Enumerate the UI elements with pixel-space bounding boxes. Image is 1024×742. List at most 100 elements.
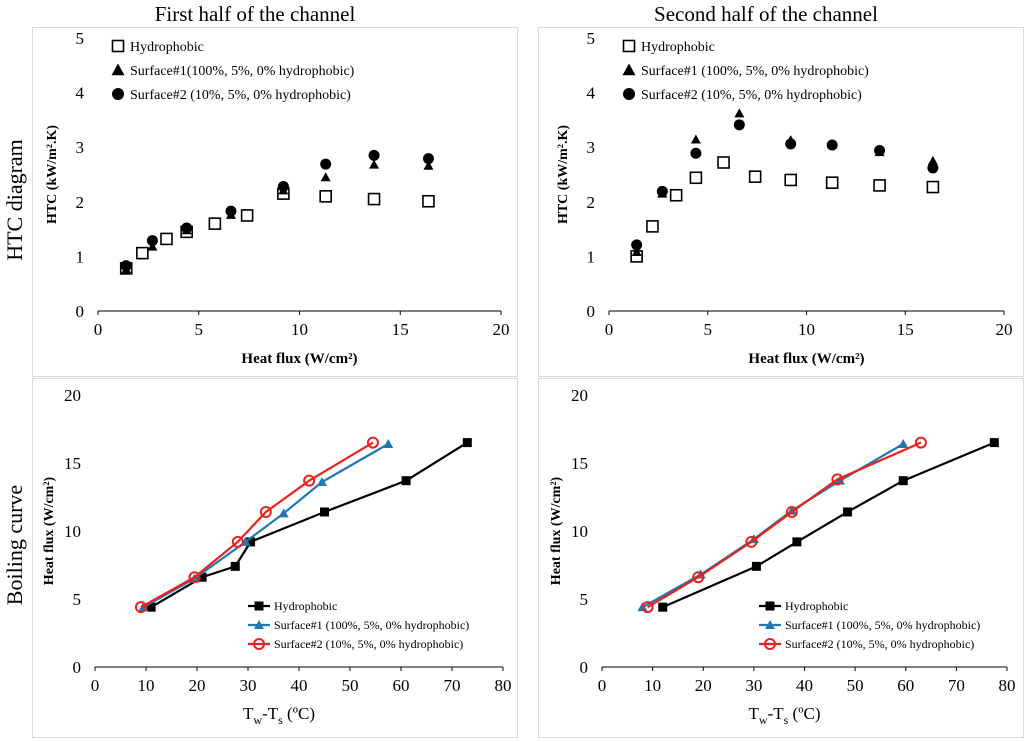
data-point (259, 505, 272, 518)
data-point (316, 477, 327, 487)
y-tick-label: 0 (73, 658, 82, 677)
y-tick-label: 3 (76, 138, 85, 157)
legend-label: Hydrophobic (274, 599, 337, 613)
series-2 (120, 149, 434, 272)
data-point (873, 179, 886, 192)
data-point (181, 222, 193, 234)
x-tick-label: 20 (695, 676, 712, 695)
data-point (914, 436, 927, 449)
y-tick-label: 10 (571, 522, 588, 541)
x-axis-title: Tw-Ts (ºC) (749, 704, 821, 727)
legend-marker (253, 638, 265, 650)
legend-label: Surface#2 (10%, 5%, 0% hydrophobic) (641, 88, 862, 103)
legend-label: Hydrophobic (130, 40, 204, 55)
legend-marker (112, 88, 124, 100)
data-point (843, 507, 853, 517)
data-point (368, 149, 380, 161)
y-tick-label: 2 (587, 193, 596, 212)
x-tick-label: 10 (798, 320, 815, 339)
y-tick-label: 2 (76, 193, 85, 212)
x-tick-label: 70 (948, 676, 965, 695)
legend-marker (765, 601, 775, 611)
data-point (147, 241, 158, 251)
data-point (401, 476, 411, 486)
series-1 (138, 438, 394, 612)
panel-boiling-second-half: 0 10 20 30 40 50 60 70 80 0 5 10 15 20 Tw-Ts (ºC) Heat … (538, 378, 1024, 738)
x-tick-label: 5 (195, 320, 204, 339)
data-point (320, 172, 331, 182)
x-axis-title: Heat flux (W/cm²) (241, 351, 357, 367)
data-point (240, 209, 254, 222)
legend-label: Hydrophobic (785, 599, 848, 613)
series-line (142, 443, 389, 609)
y-tick-label: 15 (64, 454, 81, 473)
x-tick-label: 0 (598, 676, 607, 695)
data-point (690, 147, 702, 159)
panel-htc-second-half: 0 5 10 15 20 0 1 2 3 4 5 Heat flux (W/cm²) HTC (kW/m… (538, 27, 1024, 377)
data-point (926, 180, 940, 194)
legend-item: Surface#2 (10%, 5%, 0% hydrophobic) (112, 88, 351, 103)
data-point (734, 108, 745, 118)
data-point (134, 601, 147, 614)
x-tick-label: 20 (493, 320, 510, 339)
series-1 (121, 159, 434, 274)
data-point (785, 138, 797, 150)
legend-label: Hydrophobic (641, 40, 715, 55)
data-point (422, 153, 434, 165)
series-2 (631, 119, 939, 251)
data-point (751, 561, 761, 571)
y-tick-label: 0 (580, 658, 589, 677)
legend-item: Surface#1(100%, 5%, 0% hydrophobic) (111, 63, 355, 79)
legend-label: Surface#1 (100%, 5%, 0% hydrophobic) (274, 618, 469, 632)
x-tick-label: 0 (94, 320, 103, 339)
data-point (246, 537, 256, 547)
data-point (831, 473, 844, 486)
data-point (197, 572, 207, 582)
column-title-second-half: Second half of the channel (654, 2, 878, 26)
data-point (369, 159, 380, 169)
data-point (689, 171, 703, 185)
x-tick-label: 80 (999, 676, 1016, 695)
x-axis-title: Tw-Ts (ºC) (243, 704, 315, 727)
data-point (120, 260, 132, 272)
x-tick-label: 60 (393, 676, 410, 695)
data-point (717, 156, 730, 169)
row-title-htc-diagram: HTC diagram (2, 139, 27, 261)
legend-item: Surface#1 (100%, 5%, 0% hydrophobic) (248, 618, 469, 632)
x-tick-label: 40 (291, 676, 308, 695)
data-point (785, 505, 798, 518)
data-point (898, 438, 909, 448)
legend-item: Hydrophobic (622, 39, 715, 55)
data-point (278, 508, 289, 518)
legend-marker (622, 63, 636, 76)
legend-marker (111, 39, 125, 53)
x-tick-label: 50 (847, 676, 864, 695)
legend-marker (623, 88, 635, 100)
y-tick-label: 5 (587, 29, 596, 48)
series-2 (641, 436, 927, 614)
legend-item: Surface#2 (10%, 5%, 0% hydrophobic) (248, 637, 463, 651)
legend-item: Surface#1 (100%, 5%, 0% hydrophobic) (759, 618, 980, 632)
x-tick-label: 20 (189, 676, 206, 695)
data-point (462, 438, 472, 448)
y-tick-label: 20 (64, 386, 81, 405)
x-tick-label: 30 (745, 676, 762, 695)
data-point (826, 139, 838, 151)
panel-htc-first-half: 0 5 10 15 20 0 1 2 3 4 5 Heat flux (W/cm²) HTC (kW/m… (32, 27, 518, 377)
data-point (230, 561, 240, 571)
data-point (874, 144, 886, 156)
legend-label: Surface#1 (100%, 5%, 0% hydrophobic) (641, 64, 869, 79)
data-point (989, 438, 999, 448)
data-point (784, 173, 797, 187)
data-point (277, 181, 289, 193)
x-tick-label: 5 (704, 320, 713, 339)
data-point (631, 247, 642, 257)
y-tick-label: 15 (571, 454, 588, 473)
series-0 (630, 156, 940, 263)
data-point (927, 155, 938, 165)
x-tick-label: 70 (444, 676, 461, 695)
y-tick-label: 0 (76, 302, 85, 321)
data-point (320, 507, 329, 517)
series-2 (134, 436, 379, 614)
x-tick-label: 40 (796, 676, 813, 695)
